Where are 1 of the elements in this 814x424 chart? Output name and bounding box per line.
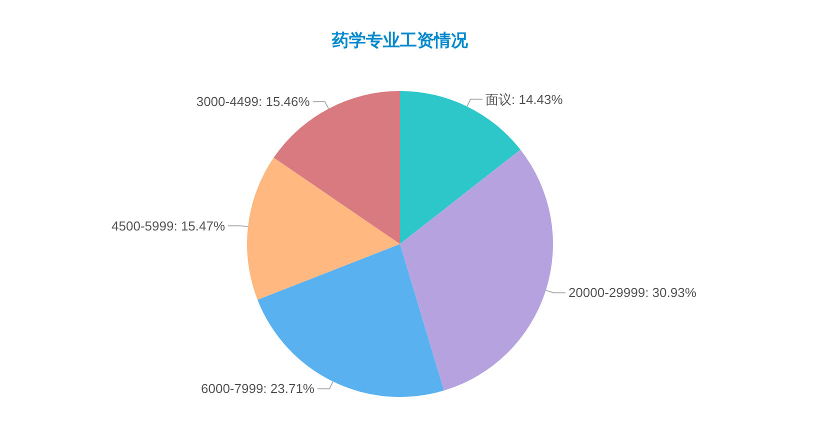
title: 药学专业工资情况 [332,31,468,50]
